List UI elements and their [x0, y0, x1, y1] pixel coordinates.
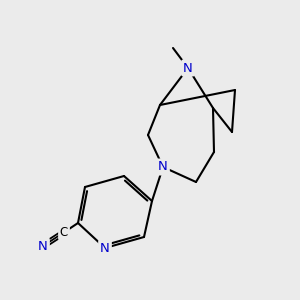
Text: N: N [100, 242, 110, 254]
Text: N: N [38, 239, 48, 253]
Text: N: N [158, 160, 168, 173]
Text: N: N [183, 61, 193, 74]
Text: C: C [60, 226, 68, 238]
